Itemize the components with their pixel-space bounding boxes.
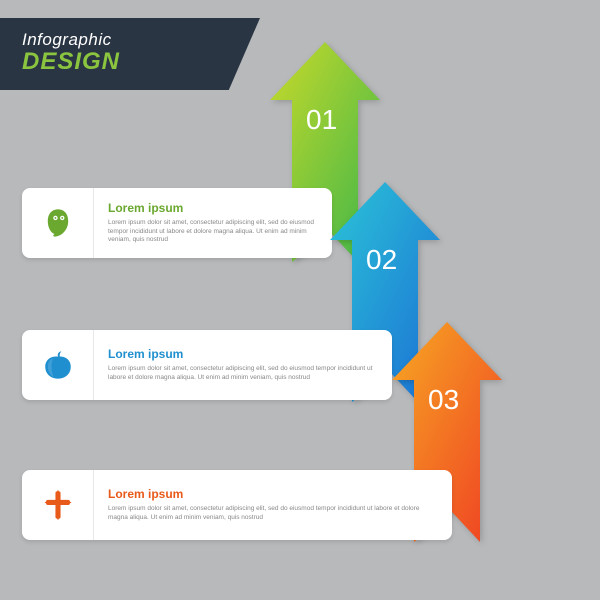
step-text-cell-1: Lorem ipsum Lorem ipsum dolor sit amet, … xyxy=(94,188,332,258)
header-title-line1: Infographic xyxy=(22,30,242,50)
step-title-2: Lorem ipsum xyxy=(108,347,378,361)
step-card-3: Lorem ipsum Lorem ipsum dolor sit amet, … xyxy=(22,470,452,540)
step-card-2: Lorem ipsum Lorem ipsum dolor sit amet, … xyxy=(22,330,392,400)
step-body-1: Lorem ipsum dolor sit amet, consectetur … xyxy=(108,219,318,245)
step-title-3: Lorem ipsum xyxy=(108,487,438,501)
pumpkin-icon xyxy=(41,348,75,382)
header-banner: Infographic DESIGN xyxy=(0,18,260,90)
step-icon-cell-3 xyxy=(22,470,94,540)
step-text-cell-2: Lorem ipsum Lorem ipsum dolor sit amet, … xyxy=(94,330,392,400)
step-body-3: Lorem ipsum dolor sit amet, consectetur … xyxy=(108,505,438,523)
step-number-2: 02 xyxy=(366,244,397,276)
step-card-1: Lorem ipsum Lorem ipsum dolor sit amet, … xyxy=(22,188,332,258)
step-number-1: 01 xyxy=(306,104,337,136)
header-title-line2: DESIGN xyxy=(22,50,242,74)
step-body-2: Lorem ipsum dolor sit amet, consectetur … xyxy=(108,365,378,383)
step-text-cell-3: Lorem ipsum Lorem ipsum dolor sit amet, … xyxy=(94,470,452,540)
owl-icon xyxy=(41,206,75,240)
step-icon-cell-2 xyxy=(22,330,94,400)
step-icon-cell-1 xyxy=(22,188,94,258)
step-number-3: 03 xyxy=(428,384,459,416)
step-title-1: Lorem ipsum xyxy=(108,201,318,215)
cross-icon xyxy=(41,488,75,522)
